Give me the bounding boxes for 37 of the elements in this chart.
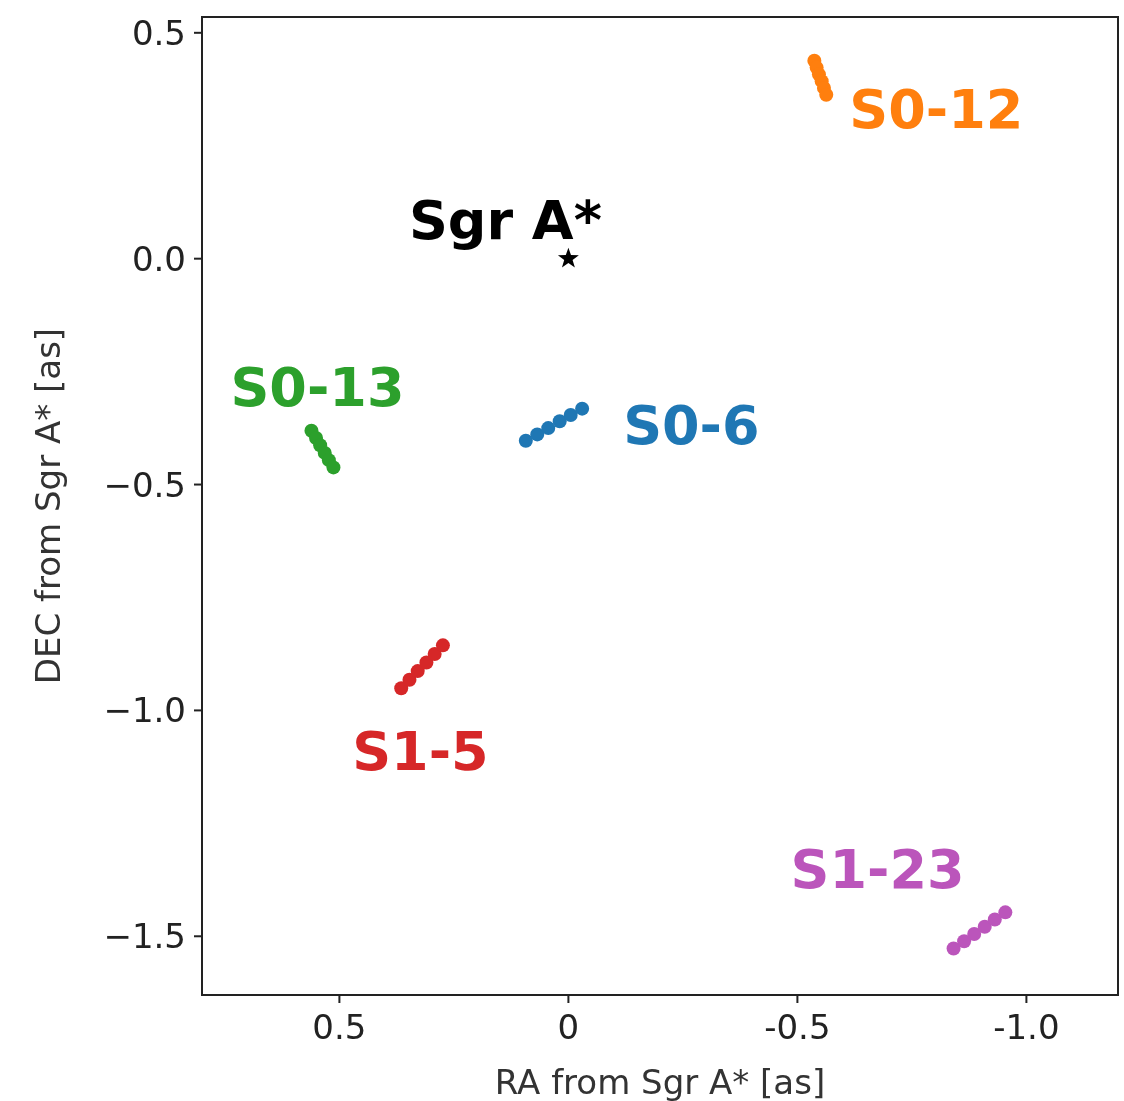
series-label: S0-6 <box>623 393 760 457</box>
y-tick-label: −1.0 <box>103 690 186 731</box>
x-tick-label: -0.5 <box>764 1007 831 1047</box>
point <box>410 664 425 679</box>
x-tick-label: 0 <box>557 1007 580 1047</box>
point <box>394 681 409 696</box>
point <box>530 427 545 442</box>
y-tick-label: 0.5 <box>131 12 186 53</box>
point <box>402 672 417 687</box>
series-label: Sgr A* <box>408 188 602 252</box>
point <box>819 87 834 102</box>
series-label: S1-5 <box>352 720 489 784</box>
x-tick-label: -1.0 <box>993 1007 1060 1047</box>
y-axis-title: DEC from Sgr A* [as] <box>28 327 68 685</box>
point <box>977 919 992 934</box>
point <box>518 433 533 448</box>
point <box>575 401 590 416</box>
x-tick-label: 0.5 <box>312 1007 367 1047</box>
point <box>946 941 961 956</box>
point <box>427 646 442 661</box>
y-tick-label: 0.0 <box>131 238 186 279</box>
point <box>987 912 1002 927</box>
point <box>998 905 1013 920</box>
series-label: S1-23 <box>790 838 965 902</box>
series-label: S0-13 <box>230 355 405 419</box>
x-axis-title: RA from Sgr A* [as] <box>494 1062 826 1101</box>
point <box>552 414 567 429</box>
point <box>957 934 972 949</box>
point <box>563 407 578 422</box>
y-tick-label: −0.5 <box>103 464 186 505</box>
point <box>557 247 579 268</box>
point <box>541 421 556 436</box>
series-label: S0-12 <box>849 77 1024 141</box>
point <box>326 460 341 475</box>
point <box>435 638 450 653</box>
y-tick-label: −1.5 <box>103 916 186 957</box>
point <box>967 927 982 942</box>
